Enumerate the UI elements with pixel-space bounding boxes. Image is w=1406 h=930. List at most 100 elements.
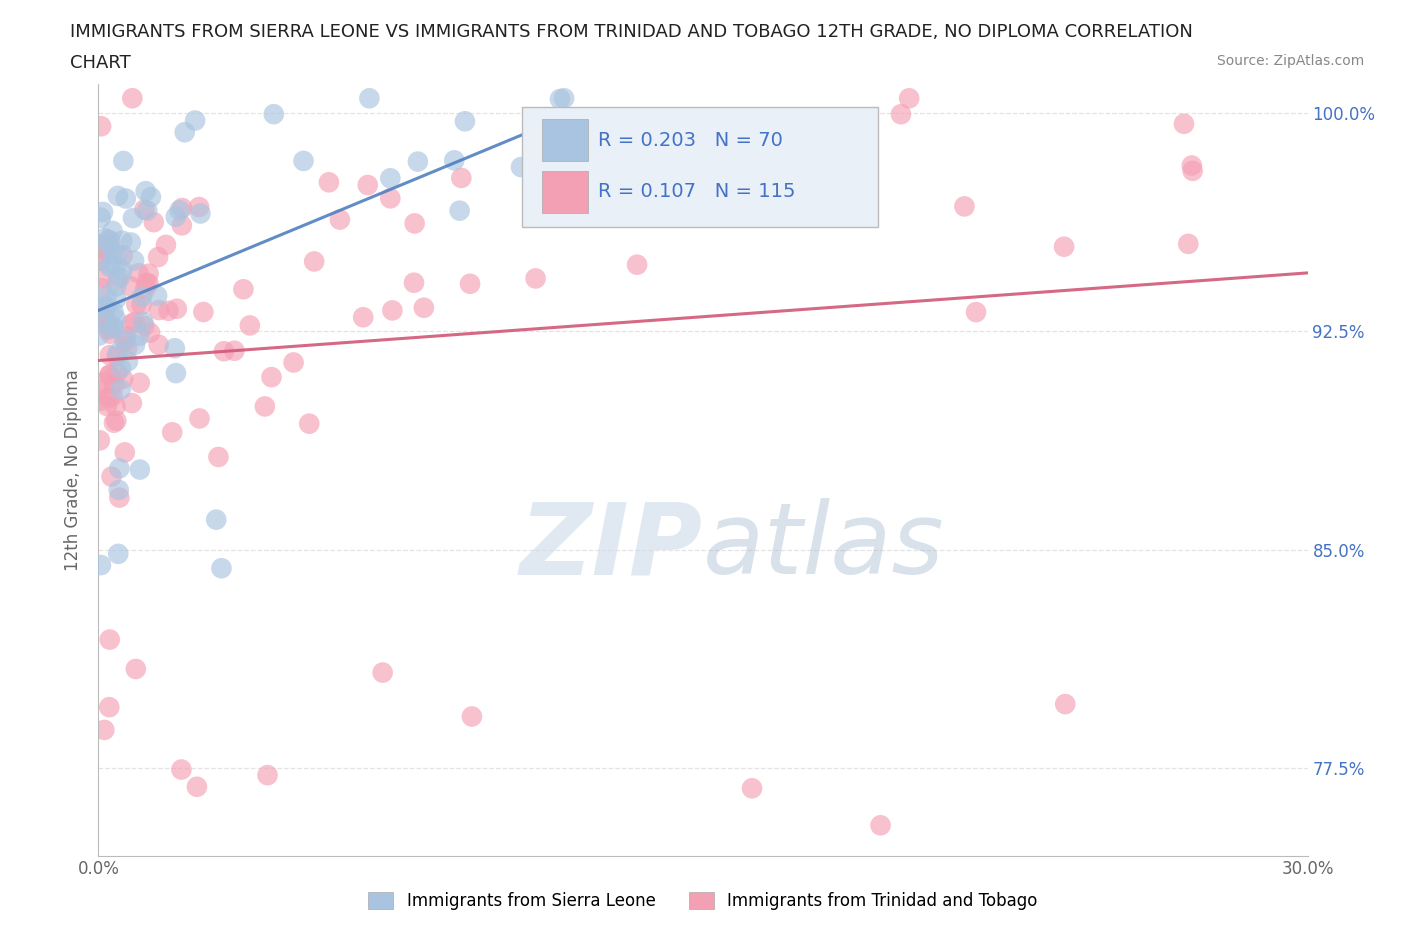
Point (96, 300, 118, 315)
Y-axis label: 12th Grade, No Diploma: 12th Grade, No Diploma (65, 369, 83, 570)
Point (132, 314, 155, 329)
Point (134, 282, 156, 297)
Point (104, 312, 127, 326)
Point (122, 210, 145, 225)
Point (127, 266, 149, 281)
Point (97, 322, 120, 337)
Point (190, 206, 212, 221)
Point (173, 125, 195, 140)
Point (96, 398, 118, 413)
FancyBboxPatch shape (543, 170, 588, 213)
Point (165, 209, 187, 224)
Point (138, 266, 160, 281)
Point (105, 291, 128, 306)
Text: ZIP: ZIP (520, 498, 703, 595)
Point (553, 91, 575, 106)
Point (114, 191, 136, 206)
Point (101, 389, 124, 404)
Point (122, 253, 145, 268)
Point (120, 235, 142, 250)
Point (169, 203, 191, 218)
Point (114, 334, 136, 349)
Point (94, 299, 117, 313)
Point (510, 160, 533, 175)
Point (155, 237, 177, 252)
Point (381, 303, 404, 318)
Text: CHART: CHART (70, 54, 131, 72)
Point (104, 259, 127, 273)
Point (380, 171, 402, 186)
Point (120, 316, 142, 331)
Point (120, 279, 142, 294)
Point (105, 349, 128, 364)
Point (100, 470, 122, 485)
Point (112, 371, 135, 386)
Point (98, 367, 121, 382)
Point (741, 781, 763, 796)
Point (135, 275, 157, 290)
Point (359, 91, 381, 106)
Point (557, 186, 579, 201)
Point (146, 288, 169, 303)
Point (357, 178, 380, 193)
Point (107, 483, 129, 498)
Point (93, 310, 115, 325)
Point (94, 375, 117, 390)
Point (170, 762, 193, 777)
Point (125, 661, 148, 676)
Text: IMMIGRANTS FROM SIERRA LEONE VS IMMIGRANTS FROM TRINIDAD AND TOBAGO 12TH GRADE, : IMMIGRANTS FROM SIERRA LEONE VS IMMIGRAN… (70, 23, 1194, 41)
Text: atlas: atlas (703, 498, 945, 595)
Point (94, 231, 117, 246)
Point (253, 399, 276, 414)
Point (458, 276, 481, 291)
Point (224, 343, 246, 358)
Point (212, 344, 235, 359)
Point (406, 154, 429, 169)
Point (87, 237, 110, 252)
Point (239, 318, 262, 333)
Point (548, 91, 571, 106)
Point (98, 699, 121, 714)
Point (90, 558, 112, 573)
Point (402, 275, 425, 290)
Point (461, 709, 484, 724)
Point (898, 91, 921, 106)
Point (138, 276, 160, 291)
Point (965, 305, 987, 320)
Point (263, 107, 285, 122)
Point (112, 153, 135, 168)
Point (160, 425, 183, 440)
Point (260, 370, 283, 385)
Point (107, 272, 129, 286)
Point (97, 238, 120, 253)
Point (131, 289, 153, 304)
Point (890, 107, 912, 122)
Point (98, 259, 121, 274)
Text: R = 0.203   N = 70: R = 0.203 N = 70 (598, 130, 783, 150)
Point (112, 332, 135, 347)
Point (97, 391, 120, 405)
Point (89, 432, 111, 447)
Point (211, 561, 233, 576)
Point (108, 270, 131, 285)
Point (98, 233, 121, 248)
Point (205, 512, 228, 527)
Point (232, 282, 254, 297)
Point (163, 340, 186, 355)
Point (115, 340, 138, 355)
Point (105, 279, 128, 294)
Point (89, 328, 111, 343)
Point (172, 201, 194, 216)
Point (90, 314, 112, 329)
Point (87, 382, 110, 397)
Point (121, 395, 143, 410)
Point (103, 416, 125, 431)
Point (121, 91, 143, 106)
Point (298, 417, 321, 432)
Point (90, 281, 112, 296)
Point (404, 216, 426, 231)
Point (1181, 158, 1204, 173)
Point (103, 304, 125, 319)
Point (318, 175, 340, 190)
Point (626, 258, 648, 272)
